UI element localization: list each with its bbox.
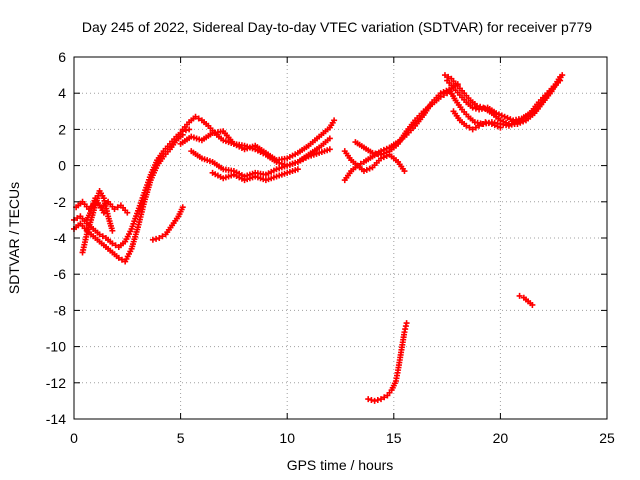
data-point bbox=[192, 113, 199, 120]
data-point bbox=[179, 131, 186, 138]
data-point bbox=[109, 227, 116, 234]
x-tick-label: 0 bbox=[70, 430, 78, 446]
data-point bbox=[403, 320, 410, 327]
data-point bbox=[368, 396, 375, 403]
data-point bbox=[463, 122, 470, 129]
chart-title: Day 245 of 2022, Sidereal Day-to-day VTE… bbox=[82, 19, 592, 35]
data-point bbox=[378, 396, 385, 403]
data-point bbox=[179, 204, 186, 211]
y-tick-label: -10 bbox=[46, 339, 66, 355]
data-point bbox=[516, 292, 523, 299]
data-point bbox=[74, 215, 81, 222]
data-point bbox=[124, 209, 131, 216]
data-point bbox=[476, 122, 483, 129]
data-point bbox=[365, 396, 372, 403]
series-track-14 bbox=[365, 320, 410, 404]
y-tick-label: 4 bbox=[58, 85, 66, 101]
data-point bbox=[381, 394, 388, 401]
data-point bbox=[371, 397, 378, 404]
y-tick-label: -14 bbox=[46, 411, 66, 427]
series-track-18 bbox=[450, 108, 504, 133]
axis-ticks: 0 5 10 15 20 25 -14 -12 -10 -8 -6 -4 -2 0 2 4 6 bbox=[46, 49, 615, 446]
data-point bbox=[331, 117, 338, 124]
data-point bbox=[401, 168, 408, 175]
data-point bbox=[326, 135, 333, 142]
y-tick-label: 6 bbox=[58, 49, 66, 65]
data-point bbox=[96, 231, 103, 238]
data-point bbox=[99, 233, 106, 240]
y-tick-label: -8 bbox=[54, 302, 67, 318]
data-point bbox=[115, 254, 122, 261]
data-point bbox=[326, 146, 333, 153]
data-point bbox=[482, 119, 489, 126]
data-point bbox=[529, 301, 536, 308]
data-point bbox=[497, 124, 504, 131]
x-tick-label: 20 bbox=[493, 430, 509, 446]
series-track-12 bbox=[341, 148, 408, 175]
y-tick-label: -12 bbox=[46, 375, 66, 391]
y-tick-label: 2 bbox=[58, 121, 66, 137]
x-axis-title: GPS time / hours bbox=[287, 457, 394, 473]
series-track-9 bbox=[188, 146, 333, 180]
data-point bbox=[294, 166, 301, 173]
data-point bbox=[469, 104, 476, 111]
data-point bbox=[100, 209, 107, 216]
x-tick-label: 10 bbox=[279, 430, 295, 446]
x-tick-label: 15 bbox=[386, 430, 402, 446]
data-point bbox=[153, 235, 160, 242]
y-axis-title: SDTVAR / TECUs bbox=[6, 182, 22, 294]
data-point bbox=[111, 206, 118, 213]
data-point bbox=[114, 204, 121, 211]
y-tick-label: 0 bbox=[58, 158, 66, 174]
data-point bbox=[473, 102, 480, 109]
data-point bbox=[374, 396, 381, 403]
series-track-2 bbox=[71, 131, 186, 265]
data-point bbox=[437, 93, 444, 100]
series-track-8 bbox=[177, 117, 338, 164]
data-point bbox=[441, 72, 448, 79]
data-point bbox=[357, 160, 364, 167]
data-point bbox=[186, 126, 193, 133]
series-track-13 bbox=[352, 90, 451, 158]
series-track-19 bbox=[516, 292, 536, 308]
data-point bbox=[112, 242, 119, 249]
data-point bbox=[485, 120, 492, 127]
grid bbox=[74, 57, 607, 419]
x-tick-label: 25 bbox=[599, 430, 615, 446]
series-track-5 bbox=[83, 195, 107, 223]
data-point bbox=[472, 124, 479, 131]
series-track-17 bbox=[441, 72, 564, 127]
plot-frame bbox=[73, 56, 608, 420]
data-point bbox=[557, 73, 564, 80]
data-point bbox=[466, 124, 473, 131]
data-point bbox=[182, 127, 189, 134]
y-tick-label: -6 bbox=[54, 266, 67, 282]
data-point bbox=[109, 240, 116, 247]
data-point bbox=[479, 120, 486, 127]
series-track-6 bbox=[149, 204, 186, 243]
series-track-10 bbox=[209, 166, 301, 184]
data-point bbox=[195, 115, 202, 122]
data-point bbox=[469, 126, 476, 133]
data-point bbox=[149, 236, 156, 243]
data-point bbox=[159, 233, 166, 240]
data-point bbox=[477, 103, 484, 110]
y-tick-label: -4 bbox=[54, 230, 67, 246]
data-point bbox=[445, 73, 452, 80]
data-point bbox=[156, 235, 163, 241]
x-tick-label: 5 bbox=[177, 430, 185, 446]
y-tick-label: -2 bbox=[54, 194, 67, 210]
data-series bbox=[71, 72, 566, 404]
data-point bbox=[440, 92, 447, 99]
